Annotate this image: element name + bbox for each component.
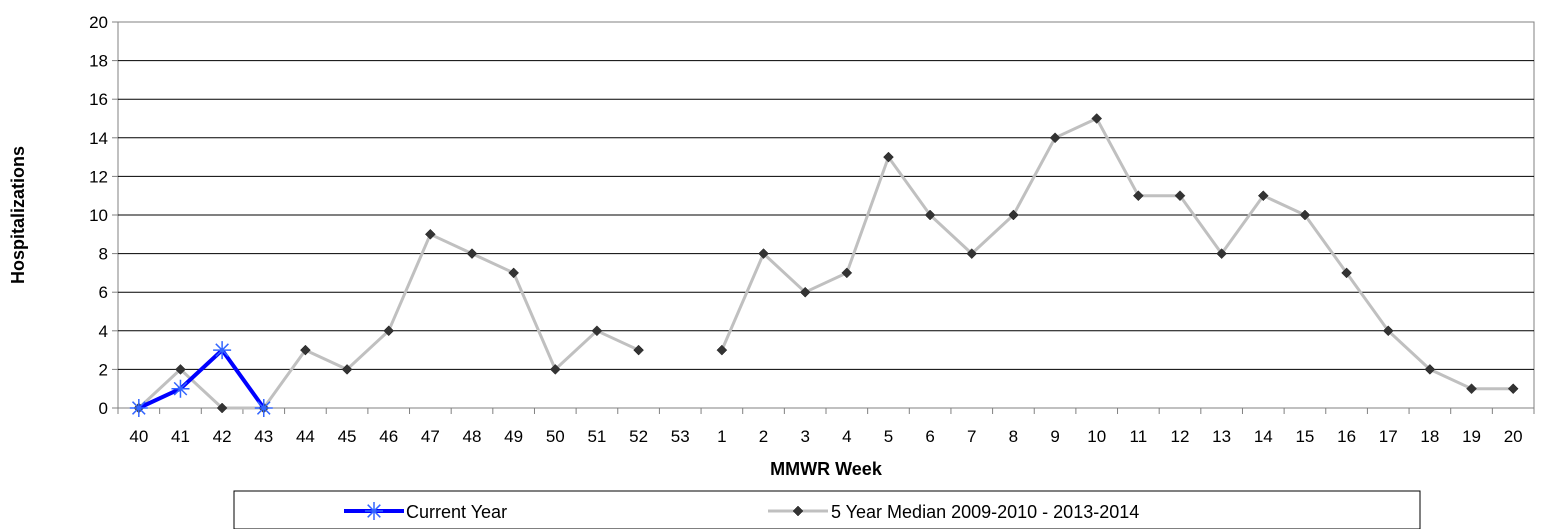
- data-point: [1257, 190, 1269, 202]
- data-point: [383, 325, 395, 337]
- data-point: [508, 267, 520, 279]
- x-tick-label: 7: [967, 427, 976, 446]
- x-tick-label: 53: [671, 427, 690, 446]
- x-tick-label: 15: [1295, 427, 1314, 446]
- data-point: [1507, 383, 1519, 395]
- x-tick-label: 20: [1504, 427, 1523, 446]
- data-point: [1091, 113, 1103, 124]
- x-tick-label: 40: [129, 427, 148, 446]
- x-tick-label: 10: [1087, 427, 1106, 446]
- x-tick-label: 3: [800, 427, 809, 446]
- x-tick-label: 47: [421, 427, 440, 446]
- data-point: [1382, 325, 1394, 337]
- x-tick-label: 12: [1171, 427, 1190, 446]
- x-tick-label: 50: [546, 427, 565, 446]
- y-tick-label: 2: [99, 360, 108, 379]
- series-current-year: [129, 341, 273, 417]
- x-tick-label: 6: [925, 427, 934, 446]
- x-tick-label: 16: [1337, 427, 1356, 446]
- data-point: [883, 151, 894, 163]
- y-tick-label: 0: [99, 399, 108, 418]
- x-tick-label: 18: [1420, 427, 1439, 446]
- data-point: [716, 344, 728, 356]
- data-point: [924, 209, 936, 221]
- data-point: [466, 248, 478, 259]
- y-tick-label: 14: [89, 129, 108, 148]
- data-point: [300, 344, 311, 356]
- x-tick-label: 5: [884, 427, 893, 446]
- data-point: [841, 267, 853, 279]
- y-tick-label: 4: [99, 322, 108, 341]
- data-point: [591, 325, 603, 337]
- data-point: [171, 379, 190, 398]
- data-point: [424, 228, 436, 240]
- y-tick-label: 20: [89, 13, 108, 32]
- x-tick-label: 13: [1212, 427, 1231, 446]
- legend-label-five-year-median: 5 Year Median 2009-2010 - 2013-2014: [831, 502, 1139, 522]
- x-tick-label: 42: [213, 427, 232, 446]
- data-point: [1341, 267, 1352, 279]
- x-tick-label: 8: [1009, 427, 1018, 446]
- data-point: [1299, 209, 1311, 221]
- x-tick-label: 44: [296, 427, 315, 446]
- y-tick-label: 10: [89, 206, 108, 225]
- series-five-year-median: [133, 113, 1519, 414]
- x-tick-label: 52: [629, 427, 648, 446]
- x-tick-label: 51: [587, 427, 606, 446]
- x-tick-label: 19: [1462, 427, 1481, 446]
- data-point: [1008, 209, 1019, 221]
- y-axis-title: Hospitalizations: [8, 146, 28, 284]
- data-point: [549, 364, 561, 375]
- data-point: [213, 341, 232, 360]
- y-tick-label: 8: [99, 245, 108, 264]
- x-tick-label: 49: [504, 427, 523, 446]
- gridlines: [118, 60, 1534, 370]
- legend-label-current-year: Current Year: [406, 502, 507, 522]
- y-axis-ticks: 0 2 4 6 8 10 12 14 16 18 20: [89, 13, 118, 418]
- data-point: [1424, 364, 1436, 375]
- data-point: [175, 364, 186, 375]
- data-point: [365, 502, 383, 520]
- data-point: [792, 505, 804, 517]
- data-point: [633, 344, 644, 356]
- legend-items: [344, 502, 828, 520]
- data-point: [1049, 132, 1061, 144]
- data-point: [1132, 190, 1144, 202]
- data-point: [1174, 190, 1186, 202]
- x-tick-label: 46: [379, 427, 398, 446]
- data-point: [216, 402, 228, 414]
- data-point: [341, 364, 353, 375]
- data-point: [1466, 383, 1477, 395]
- y-tick-label: 12: [89, 167, 108, 186]
- x-tick-label: 43: [254, 427, 273, 446]
- legend: Current Year 5 Year Median 2009-2010 - 2…: [233, 490, 1421, 529]
- x-tick-label: 17: [1379, 427, 1398, 446]
- x-tick-label: 11: [1130, 427, 1148, 446]
- x-tick-label: 4: [842, 427, 851, 446]
- x-axis-title: MMWR Week: [770, 459, 883, 479]
- x-tick-label: 2: [759, 427, 768, 446]
- x-axis-ticks: 40 41 42 43 44 45 46 47 48 49 50 51 52 53 1 2 3 4 5 6 7 8 9 10 1…: [117, 408, 1535, 446]
- data-point: [758, 248, 769, 259]
- y-tick-label: 6: [99, 283, 108, 302]
- series-layer: [129, 113, 1519, 417]
- data-point: [966, 248, 978, 259]
- series-line: [137, 348, 266, 410]
- data-point: [799, 286, 811, 298]
- x-tick-label: 45: [338, 427, 357, 446]
- data-point: [1216, 248, 1228, 259]
- y-tick-label: 18: [89, 52, 108, 71]
- data-point: [254, 399, 273, 417]
- data-point: [129, 399, 148, 417]
- x-tick-label: 1: [717, 427, 726, 446]
- x-tick-label: 48: [463, 427, 482, 446]
- x-tick-label: 41: [171, 427, 190, 446]
- x-tick-label: 9: [1050, 427, 1059, 446]
- x-tick-label: 14: [1254, 427, 1273, 446]
- y-tick-label: 16: [89, 90, 108, 109]
- series-line: [720, 117, 1514, 391]
